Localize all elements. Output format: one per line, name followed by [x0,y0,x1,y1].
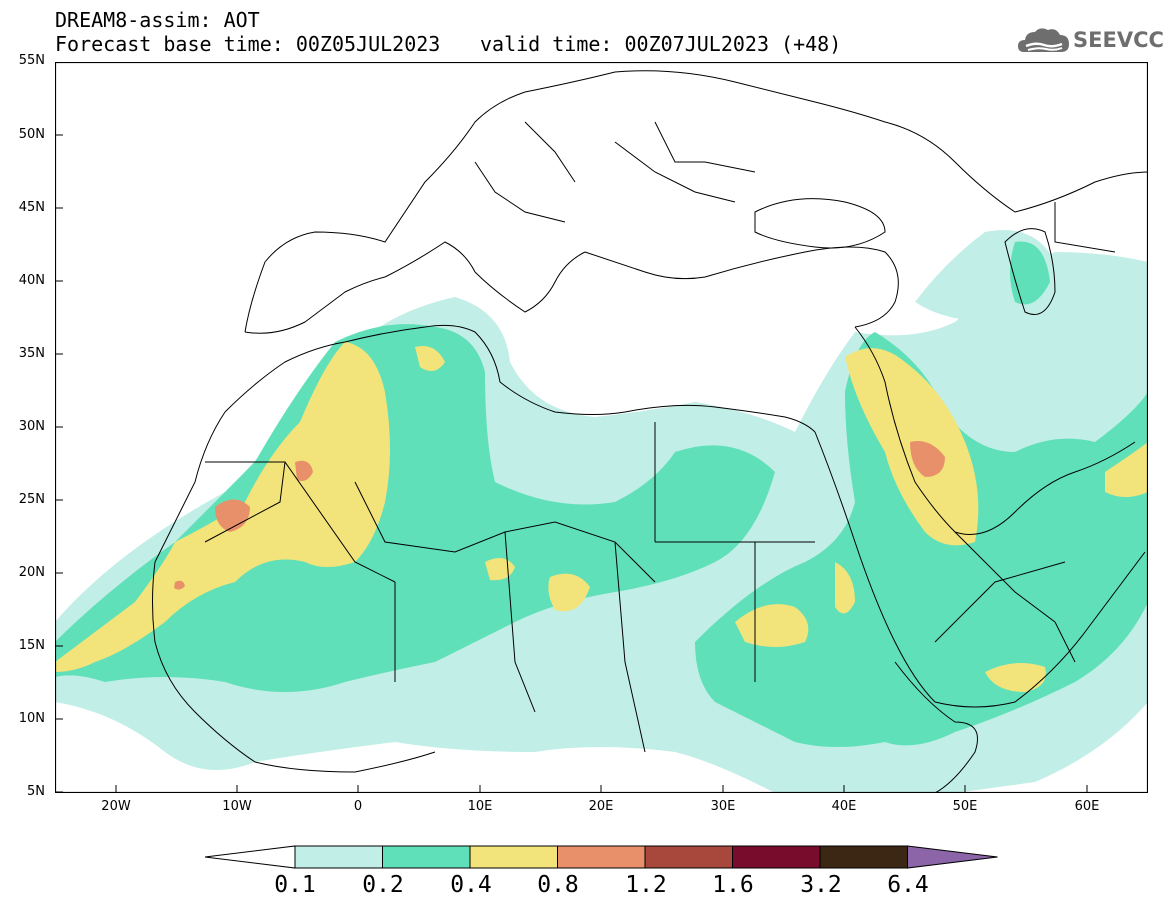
coastlines [152,70,1148,793]
legend-label: 0.2 [362,872,404,898]
lat-label: 50N [18,127,45,142]
color-bar-segment [382,845,471,869]
legend-label: 1.6 [712,872,754,898]
color-bar-left-arrow [205,845,296,869]
forecast-base-time: Forecast base time: 00Z05JUL2023 [55,32,441,56]
lon-label: 50E [952,799,978,814]
lon-label: 20E [588,799,614,814]
color-bar-right-arrow [907,845,998,869]
lat-label: 35N [18,346,45,361]
aot-level-0-2 [55,241,1148,747]
color-bar [205,845,998,869]
map-title: DREAM8-assim: AOT [55,8,260,32]
lat-label: 5N [27,784,45,799]
lon-label: 40E [831,799,857,814]
lat-label: 45N [18,200,45,215]
color-bar-segment [819,845,908,869]
color-bar-segment [732,845,821,869]
lon-label: 60E [1074,799,1100,814]
legend-label: 0.4 [450,872,492,898]
aot-map [55,62,1148,793]
legend-label: 6.4 [887,872,929,898]
legend-label: 0.1 [274,872,316,898]
lat-label: 25N [18,492,45,507]
color-bar-segment [644,845,733,869]
legend-label: 3.2 [800,872,842,898]
lon-label: 10W [222,799,252,814]
lon-label: 30E [710,799,736,814]
aot-level-0-8 [174,441,945,590]
lat-label: 55N [18,53,45,68]
lat-label: 15N [18,638,45,653]
lon-label: 0 [353,799,363,814]
legend-label: 0.8 [537,872,579,898]
color-bar-segment [557,845,646,869]
lat-label: 10N [18,711,45,726]
legend-label: 1.2 [625,872,667,898]
lat-label: 20N [18,565,45,580]
logo-text: SEEVCCC [1073,28,1165,52]
lat-label: 30N [18,419,45,434]
lon-label: 20W [101,799,131,814]
color-bar-segment [469,845,558,869]
color-bar-segments [205,845,998,869]
axis-ticks [55,62,1088,793]
cloud-icon [1018,28,1069,52]
lat-label: 40N [18,273,45,288]
color-bar-segment [294,845,383,869]
lon-label: 10E [467,799,493,814]
valid-time: valid time: 00Z07JUL2023 (+48) [480,32,842,56]
seevccc-logo: SEEVCCC [1016,24,1165,58]
